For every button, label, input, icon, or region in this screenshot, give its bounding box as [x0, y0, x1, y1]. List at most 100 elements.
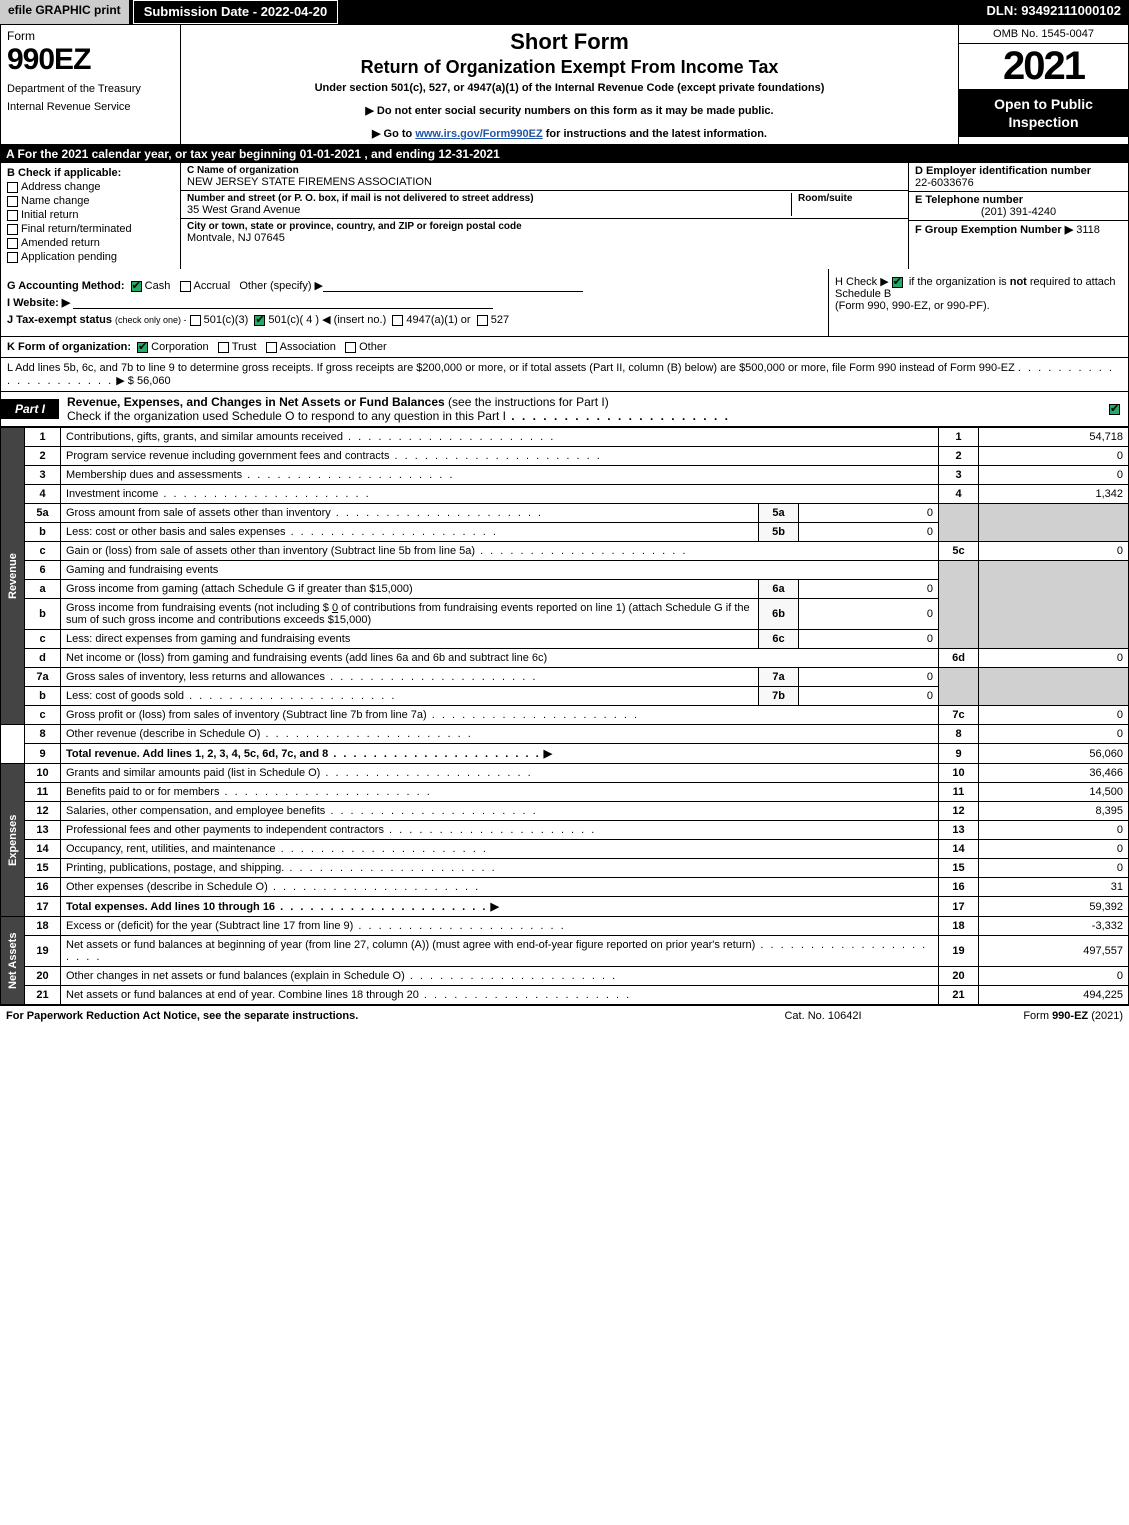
l6c-subval: 0: [799, 630, 939, 649]
form-label: Form: [7, 29, 174, 43]
section-c: C Name of organization NEW JERSEY STATE …: [181, 163, 908, 269]
lines-table: Revenue 1 Contributions, gifts, grants, …: [0, 427, 1129, 1005]
l7a-sub: 7a: [759, 668, 799, 687]
l17-num: 17: [25, 897, 61, 917]
chk-association[interactable]: [266, 342, 277, 353]
chk-name-change[interactable]: Name change: [7, 195, 174, 207]
c-city-label: City or town, state or province, country…: [187, 221, 902, 232]
block-gh: G Accounting Method: Cash Accrual Other …: [0, 269, 1129, 337]
l9-code: 9: [939, 744, 979, 764]
chk-4947[interactable]: [392, 315, 403, 326]
l15-desc: Printing, publications, postage, and shi…: [66, 862, 284, 874]
org-city: Montvale, NJ 07645: [187, 232, 902, 244]
chk-schedule-o[interactable]: [1109, 404, 1120, 415]
l19-num: 19: [25, 936, 61, 967]
l16-desc: Other expenses (describe in Schedule O): [66, 881, 268, 893]
chk-cash[interactable]: [131, 281, 142, 292]
g-label: G Accounting Method:: [7, 280, 125, 292]
footer-left: For Paperwork Reduction Act Notice, see …: [6, 1010, 723, 1022]
h-text1: H Check ▶: [835, 276, 892, 288]
l12-desc: Salaries, other compensation, and employ…: [66, 805, 325, 817]
chk-corporation[interactable]: [137, 342, 148, 353]
l9-val: 56,060: [979, 744, 1129, 764]
chk-address-change[interactable]: Address change: [7, 181, 174, 193]
l14-num: 14: [25, 840, 61, 859]
omb-number: OMB No. 1545-0047: [959, 25, 1128, 44]
l17-code: 17: [939, 897, 979, 917]
e-phone-value: (201) 391-4240: [915, 206, 1122, 218]
chk-final-return[interactable]: Final return/terminated: [7, 223, 174, 235]
l12-code: 12: [939, 802, 979, 821]
chk-schedule-b[interactable]: [892, 277, 903, 288]
l6a-num: a: [25, 580, 61, 599]
chk-initial-return-label: Initial return: [21, 209, 78, 221]
l20-val: 0: [979, 967, 1129, 986]
j-sub: (check only one) -: [115, 315, 187, 325]
l5b-num: b: [25, 523, 61, 542]
l18-val: -3,332: [979, 917, 1129, 936]
l11-code: 11: [939, 783, 979, 802]
l14-desc: Occupancy, rent, utilities, and maintena…: [66, 843, 276, 855]
l3-desc: Membership dues and assessments: [66, 469, 242, 481]
chk-initial-return[interactable]: Initial return: [7, 209, 174, 221]
chk-501c3[interactable]: [190, 315, 201, 326]
chk-application-pending[interactable]: Application pending: [7, 251, 174, 263]
l11-val: 14,500: [979, 783, 1129, 802]
chk-527[interactable]: [477, 315, 488, 326]
website-input[interactable]: [73, 297, 493, 309]
l3-code: 3: [939, 466, 979, 485]
l6b-desc1: Gross income from fundraising events (no…: [66, 602, 329, 614]
l15-val: 0: [979, 859, 1129, 878]
l11-desc: Benefits paid to or for members: [66, 786, 219, 798]
l1-code: 1: [939, 428, 979, 447]
part-1-header: Part I Revenue, Expenses, and Changes in…: [0, 392, 1129, 427]
chk-amended-return[interactable]: Amended return: [7, 237, 174, 249]
l15-code: 15: [939, 859, 979, 878]
l6a-desc: Gross income from gaming (attach Schedul…: [61, 580, 759, 599]
l16-code: 16: [939, 878, 979, 897]
l4-desc: Investment income: [66, 488, 158, 500]
l6c-sub: 6c: [759, 630, 799, 649]
footer-right-suffix: (2021): [1088, 1010, 1123, 1022]
efile-graphic-print-button[interactable]: efile GRAPHIC print: [0, 0, 131, 24]
l15-num: 15: [25, 859, 61, 878]
l19-val: 497,557: [979, 936, 1129, 967]
chk-trust[interactable]: [218, 342, 229, 353]
l3-num: 3: [25, 466, 61, 485]
l19-code: 19: [939, 936, 979, 967]
block-bc: B Check if applicable: Address change Na…: [0, 163, 1129, 269]
tax-year: 2021: [959, 44, 1128, 89]
l20-code: 20: [939, 967, 979, 986]
l6b-sub: 6b: [759, 599, 799, 630]
l17-val: 59,392: [979, 897, 1129, 917]
gh-left: G Accounting Method: Cash Accrual Other …: [1, 269, 828, 336]
section-de: D Employer identification number 22-6033…: [908, 163, 1128, 269]
g-other-input[interactable]: [323, 280, 583, 292]
chk-accrual[interactable]: [180, 281, 191, 292]
l21-val: 494,225: [979, 986, 1129, 1005]
l7c-desc: Gross profit or (loss) from sales of inv…: [66, 709, 427, 721]
l18-num: 18: [25, 917, 61, 936]
footer-right: Form 990-EZ (2021): [923, 1010, 1123, 1022]
l4-code: 4: [939, 485, 979, 504]
l-text: L Add lines 5b, 6c, and 7b to line 9 to …: [7, 362, 1015, 374]
side-expenses: Expenses: [1, 764, 25, 917]
dln: DLN: 93492111000102: [979, 0, 1129, 24]
l8-num: 8: [25, 725, 61, 744]
footer-cat: Cat. No. 10642I: [723, 1010, 923, 1022]
c-name-label: C Name of organization: [187, 165, 902, 176]
header-left: Form 990EZ Department of the Treasury In…: [1, 25, 181, 144]
org-address: 35 West Grand Avenue: [187, 204, 787, 216]
h-text4: (Form 990, 990-EZ, or 990-PF).: [835, 300, 990, 312]
title-return: Return of Organization Exempt From Incom…: [189, 57, 950, 78]
l-amount: $ 56,060: [128, 375, 171, 387]
section-l: L Add lines 5b, 6c, and 7b to line 9 to …: [0, 358, 1129, 392]
form-page: efile GRAPHIC print Submission Date - 20…: [0, 0, 1129, 1026]
l8-code: 8: [939, 725, 979, 744]
chk-other-org[interactable]: [345, 342, 356, 353]
chk-501c[interactable]: [254, 315, 265, 326]
irs-link[interactable]: www.irs.gov/Form990EZ: [415, 128, 542, 140]
l13-desc: Professional fees and other payments to …: [66, 824, 384, 836]
section-j: J Tax-exempt status (check only one) - 5…: [7, 313, 822, 326]
header-mid: Short Form Return of Organization Exempt…: [181, 25, 958, 144]
